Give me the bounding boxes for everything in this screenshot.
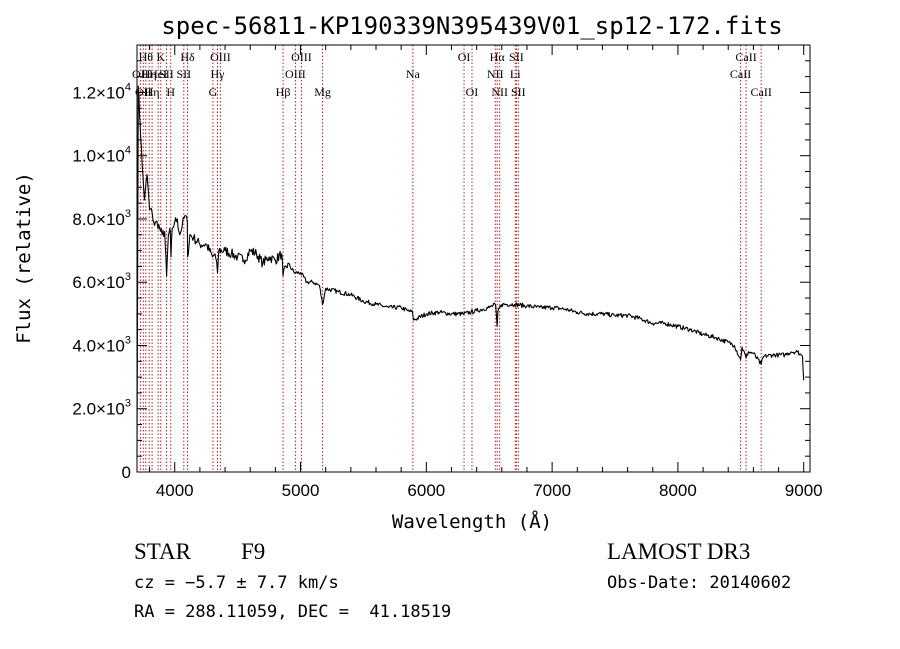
y-tick-label-base: 8.0×10 (72, 210, 124, 229)
observation-date: Obs-Date: 20140602 (607, 573, 792, 593)
emission-line-label: SII (176, 67, 191, 81)
coordinates: RA = 288.11059, DEC = 41.18519 (134, 602, 452, 622)
emission-line-label: Mg (314, 85, 331, 99)
emission-line-label: SII (511, 85, 526, 99)
emission-line-markers (139, 45, 762, 472)
y-tick-label: 8.0×103 (72, 208, 131, 229)
object-subclass: F9 (241, 539, 266, 564)
x-tick-label: 6000 (407, 481, 445, 500)
y-tick-label: 4.0×103 (72, 334, 131, 355)
y-axis-ticks: 02.0×1034.0×1036.0×1038.0×1031.0×1041.2×… (72, 60, 810, 482)
emission-line-label: Hγ (211, 67, 226, 81)
x-axis-label: Wavelength (Å) (392, 510, 552, 533)
emission-line-label: Hη (142, 67, 157, 81)
chart-title: spec-56811-KP190339N395439V01_sp12-172.f… (161, 12, 782, 40)
emission-line-label: HeI (149, 67, 167, 81)
spectrum-series-line (136, 85, 805, 460)
y-tick-label-base: 6.0×10 (72, 273, 124, 292)
x-tick-label: 9000 (785, 481, 823, 500)
emission-line-label: Hη (145, 85, 160, 99)
emission-line-label: SII (509, 50, 524, 64)
y-tick-label: 1.2×104 (72, 81, 131, 102)
emission-line-label: CaII (735, 50, 756, 64)
emission-line-label: G (209, 85, 218, 99)
y-tick-label-exponent: 3 (125, 208, 131, 220)
survey-name: LAMOST DR3 (607, 539, 751, 564)
y-tick-label: 1.0×104 (72, 145, 131, 166)
emission-line-label: OI (466, 85, 479, 99)
emission-line-label: Hθ (139, 50, 154, 64)
emission-line-labels: OIIOIIHθHηHηHeIKSIIHSIIHδGHγOIIIHβOIIIOI… (132, 50, 772, 99)
y-tick-label: 6.0×103 (72, 271, 131, 292)
emission-line-label: OIII (210, 50, 231, 64)
emission-line-label: Hδ (180, 50, 195, 64)
emission-line-label: CaII (730, 67, 751, 81)
y-axis-label: Flux (relative) (13, 172, 35, 344)
y-tick-label: 0 (122, 463, 131, 482)
object-class: STAR (134, 539, 191, 564)
y-tick-label-base: 1.0×10 (72, 147, 124, 166)
emission-line-label: H (166, 85, 175, 99)
x-tick-label: 7000 (533, 481, 571, 500)
emission-line-label: NII (487, 67, 504, 81)
y-tick-label: 2.0×103 (72, 398, 131, 419)
emission-line-label: Na (406, 67, 421, 81)
emission-line-label: NII (491, 85, 508, 99)
y-tick-label-base: 1.2×10 (72, 83, 124, 102)
y-tick-label-exponent: 4 (125, 145, 131, 157)
redshift-cz: cz = −5.7 ± 7.7 km/s (134, 573, 339, 593)
plot-frame (136, 44, 811, 473)
x-tick-label: 4000 (156, 481, 194, 500)
emission-line-label: Hβ (276, 85, 291, 99)
y-tick-label-exponent: 3 (125, 334, 131, 346)
emission-line-label: CaII (751, 85, 772, 99)
emission-line-label: OIII (291, 50, 312, 64)
x-tick-label: 8000 (659, 481, 697, 500)
x-tick-label: 5000 (282, 481, 320, 500)
y-tick-label-base: 0 (122, 463, 131, 482)
y-tick-label-base: 4.0×10 (72, 336, 124, 355)
emission-line-label: Hα (490, 50, 506, 64)
emission-line-label: OIII (285, 67, 306, 81)
x-axis-ticks: 4000 5000 6000 7000 8000 9000 (149, 45, 823, 500)
emission-line-label: OI (458, 50, 471, 64)
emission-line-label: SII (159, 67, 174, 81)
emission-line-label: Li (510, 67, 521, 81)
emission-line-label: K (156, 50, 165, 64)
y-tick-label-base: 2.0×10 (72, 400, 124, 419)
y-tick-label-exponent: 3 (125, 271, 131, 283)
y-tick-label-exponent: 4 (125, 81, 131, 93)
y-tick-label-exponent: 3 (125, 398, 131, 410)
emission-line-label: OII (132, 67, 149, 81)
